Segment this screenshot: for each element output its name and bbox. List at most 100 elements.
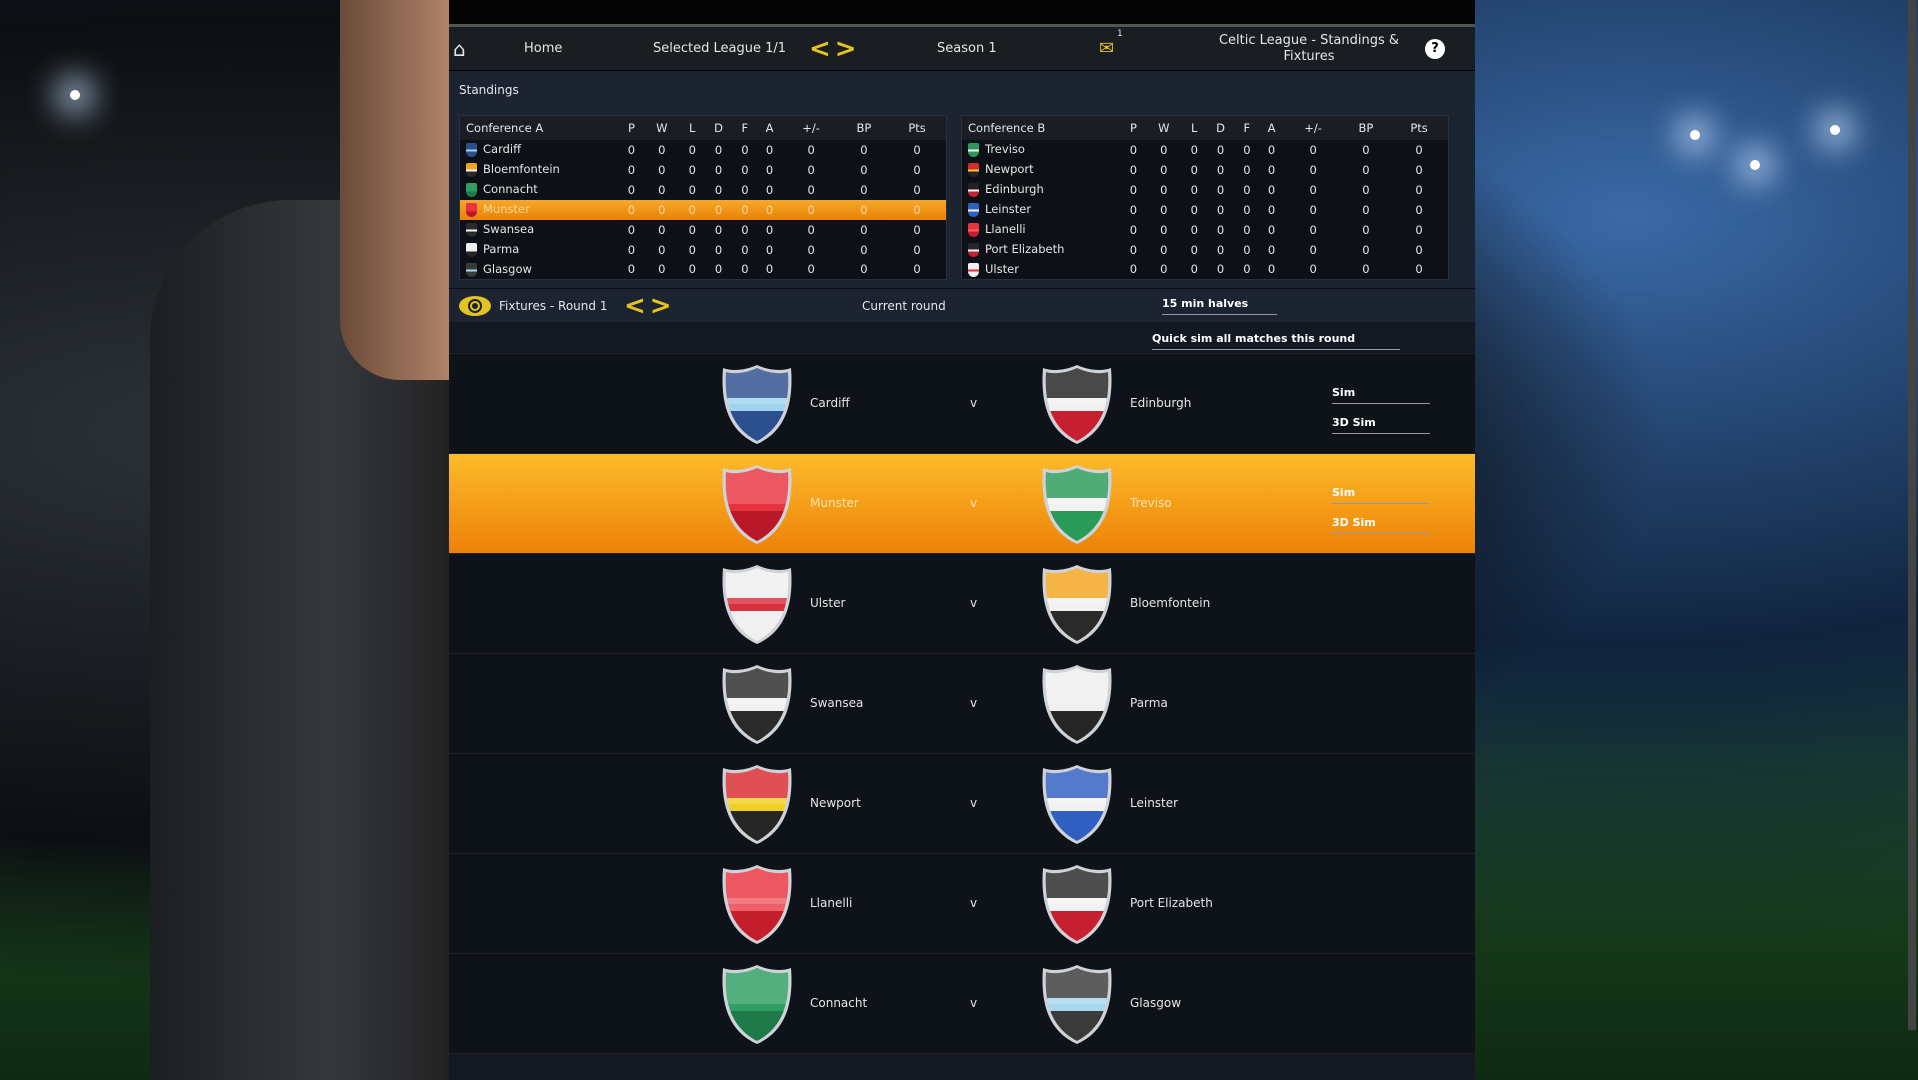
standings-row[interactable]: Treviso 0 0 0 0 0 0 0 0 0	[962, 140, 1449, 160]
column-header: Pts	[1390, 115, 1449, 140]
standings-row[interactable]: Llanelli 0 0 0 0 0 0 0 0 0	[962, 220, 1449, 240]
fixtures-round-label: Fixtures - Round 1	[499, 298, 608, 313]
round-prev-next-arrows[interactable]: <>	[624, 290, 676, 321]
fixture-row[interactable]: Cardiff v Edinburgh Sim 3D Sim	[449, 354, 1475, 454]
stat-cell: 0	[1415, 222, 1423, 237]
main-panel: ⌂ Home Selected League 1/1 <> Season 1 ✉…	[449, 0, 1475, 1080]
stat-cell: 0	[765, 242, 774, 257]
home-shield	[720, 364, 794, 447]
3d-sim-button[interactable]: 3D Sim	[1332, 516, 1430, 534]
mail-icon[interactable]: ✉	[1099, 38, 1115, 59]
stat-cell: 0	[1362, 162, 1370, 177]
team-shield-icon	[1042, 765, 1112, 844]
standings-row[interactable]: Ulster 0 0 0 0 0 0 0 0 0	[962, 260, 1449, 280]
column-header: +/-	[1284, 115, 1342, 140]
stat-cell: 0	[714, 162, 723, 177]
stat-cell: 0	[1129, 262, 1138, 277]
team-badge-icon	[466, 142, 477, 157]
vs-label: v	[970, 696, 978, 710]
stat-cell: 0	[627, 142, 636, 157]
stat-cell: 0	[913, 242, 921, 257]
stat-cell: 0	[1415, 142, 1423, 157]
standings-row[interactable]: Newport 0 0 0 0 0 0 0 0 0	[962, 160, 1449, 180]
sim-button[interactable]: Sim	[1332, 486, 1430, 504]
standings-row[interactable]: Leinster 0 0 0 0 0 0 0 0 0	[962, 200, 1449, 220]
stat-cell: 0	[860, 142, 868, 157]
fixture-row[interactable]: Newport v Leinster	[449, 754, 1475, 854]
column-header: A	[756, 115, 783, 140]
fixture-row[interactable]: Munster v Treviso Sim 3D Sim	[449, 454, 1475, 554]
fixture-row[interactable]: Connacht v Glasgow	[449, 954, 1475, 1054]
eye-icon[interactable]	[459, 295, 491, 316]
standings-row[interactable]: Munster 0 0 0 0 0 0 0 0 0	[459, 199, 947, 220]
sim-button[interactable]: Sim	[1332, 386, 1430, 404]
home-shield	[720, 464, 794, 547]
stat-cell: 0	[839, 199, 889, 220]
stat-cell: 0	[765, 182, 774, 197]
standings-row[interactable]: Edinburgh 0 0 0 0 0 0 0 0 0	[962, 180, 1449, 200]
stat-cell: 0	[1415, 202, 1423, 217]
away-shield	[1040, 964, 1114, 1047]
standings-tables: Conference A P W L D F A +/- BP Pts Cardiff 0 0 0 0 0 0 0…	[449, 111, 1475, 288]
vs-label: v	[970, 596, 978, 610]
home-team-name: Connacht	[810, 996, 868, 1010]
season-label: Season 1	[937, 41, 997, 56]
stat-cell: 0	[1362, 202, 1370, 217]
stat-cell: 0	[619, 199, 644, 220]
stat-cell: 0	[860, 162, 868, 177]
column-header: L	[680, 115, 705, 140]
stat-cell: 0	[1160, 182, 1168, 197]
stat-cell: 0	[627, 242, 636, 257]
3d-sim-button[interactable]: 3D Sim	[1332, 416, 1430, 434]
away-shield	[1040, 864, 1114, 947]
scrollbar[interactable]	[1908, 0, 1916, 1030]
stat-cell: 0	[1129, 202, 1138, 217]
league-prev-next-arrows[interactable]: <>	[809, 33, 861, 64]
conference-header: Conference B	[961, 115, 1122, 140]
mail-count: 1	[1117, 29, 1123, 39]
stat-cell: 0	[765, 142, 774, 157]
stat-cell: 0	[1362, 242, 1370, 257]
help-icon[interactable]: ?	[1425, 38, 1445, 59]
halves-select[interactable]: 15 min halves	[1162, 297, 1277, 315]
standings-row[interactable]: Swansea 0 0 0 0 0 0 0 0 0	[460, 220, 947, 240]
standings-row[interactable]: Glasgow 0 0 0 0 0 0 0 0 0	[460, 260, 947, 280]
stat-cell: 0	[1129, 162, 1138, 177]
fixtures-bar: Fixtures - Round 1 <> Current round 15 m…	[449, 288, 1475, 322]
standings-row[interactable]: Connacht 0 0 0 0 0 0 0 0 0	[460, 180, 947, 200]
column-header: F	[732, 115, 757, 140]
home-link[interactable]: Home	[524, 41, 563, 56]
home-team-name: Cardiff	[810, 396, 850, 410]
home-icon[interactable]: ⌂	[453, 36, 466, 61]
fixture-row[interactable]: Swansea v Parma	[449, 654, 1475, 754]
home-shield	[720, 664, 794, 747]
stat-cell: 0	[1267, 182, 1276, 197]
standings-row[interactable]: Cardiff 0 0 0 0 0 0 0 0 0	[460, 140, 947, 160]
standings-row[interactable]: Parma 0 0 0 0 0 0 0 0 0	[460, 240, 947, 260]
stat-cell: 0	[1309, 162, 1317, 177]
team-shield-icon	[722, 365, 792, 444]
stat-cell: 0	[1216, 162, 1225, 177]
stat-cell: 0	[627, 162, 636, 177]
team-badge-icon	[466, 202, 477, 217]
team-badge-icon	[968, 222, 979, 237]
fixture-row[interactable]: Llanelli v Port Elizabeth	[449, 854, 1475, 954]
stat-cell: 0	[688, 222, 696, 237]
team-shield-icon	[722, 765, 792, 844]
team-shield-icon	[722, 665, 792, 744]
quick-sim-button[interactable]: Quick sim all matches this round	[1152, 332, 1400, 350]
standings-row[interactable]: Bloemfontein 0 0 0 0 0 0 0 0 0	[460, 160, 947, 180]
fixture-row[interactable]: Ulster v Bloemfontein	[449, 554, 1475, 654]
stat-cell: 0	[1415, 262, 1423, 277]
stat-cell: 0	[741, 242, 749, 257]
stat-cell: 0	[1216, 202, 1225, 217]
standings-row[interactable]: Port Elizabeth 0 0 0 0 0 0 0 0 0	[962, 240, 1449, 260]
stat-cell: 0	[1190, 242, 1198, 257]
stat-cell: 0	[1309, 222, 1317, 237]
stat-cell: 0	[1160, 202, 1168, 217]
stat-cell: 0	[1190, 262, 1198, 277]
team-badge-icon	[968, 142, 979, 157]
home-team-name: Munster	[810, 496, 859, 510]
stat-cell: 0	[913, 222, 921, 237]
column-header: W	[1145, 115, 1183, 140]
